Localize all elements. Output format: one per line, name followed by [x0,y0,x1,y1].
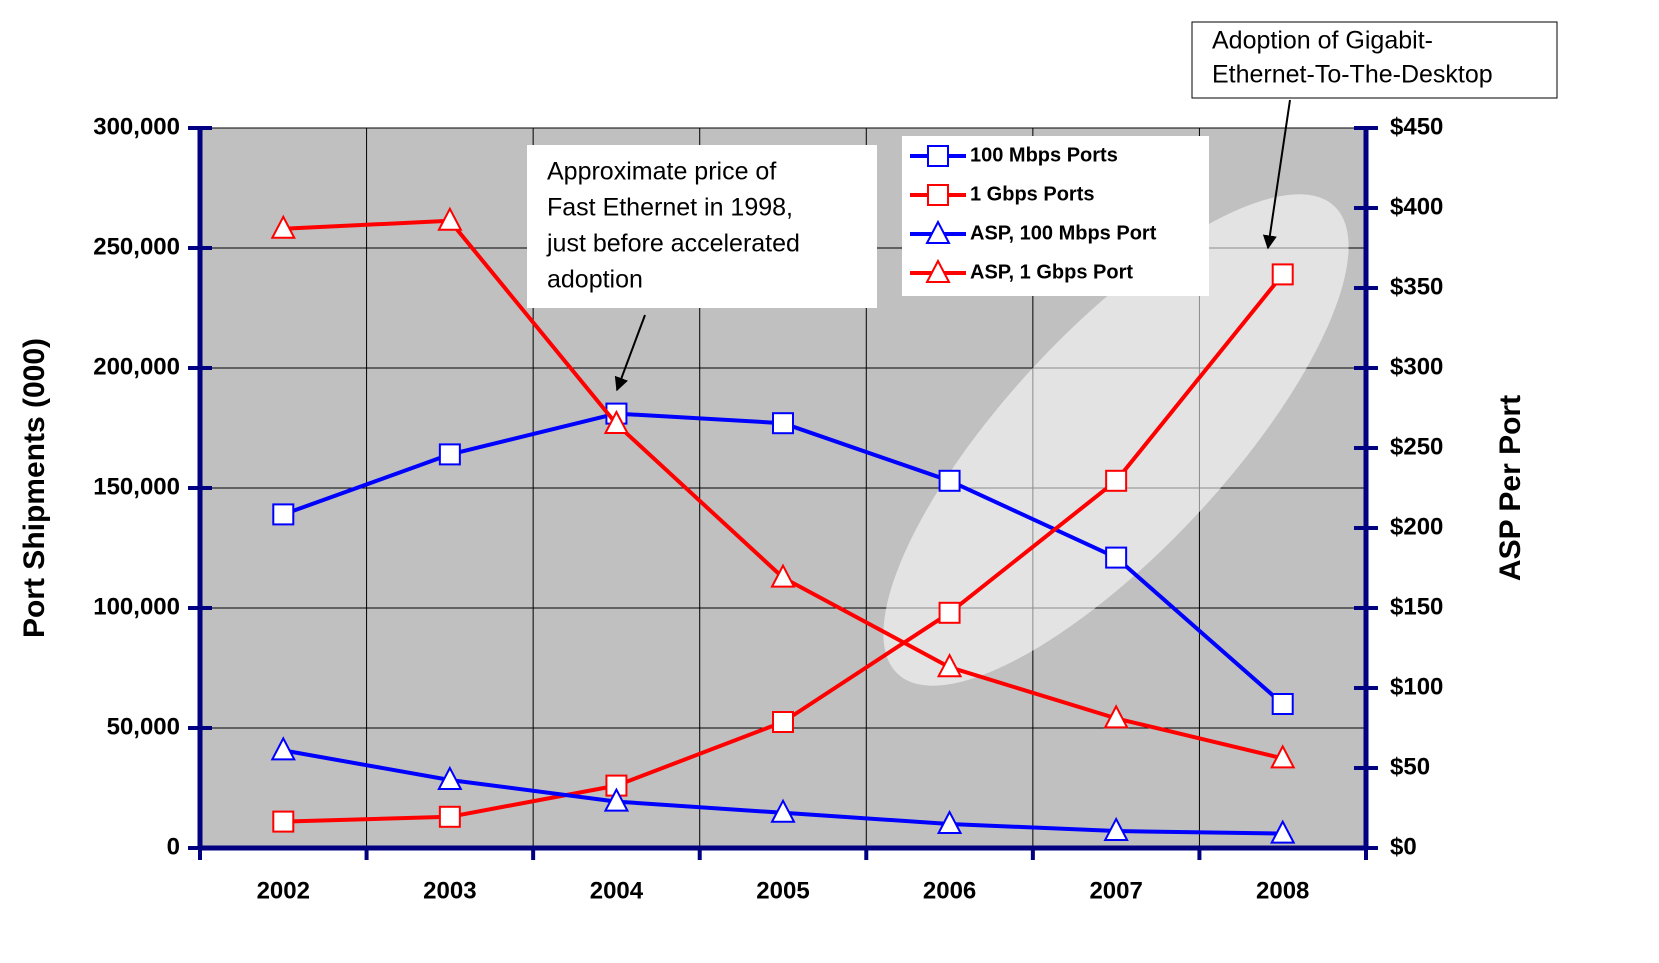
x-tick-label: 2008 [1256,877,1309,904]
data-point [1103,816,1129,842]
data-point [437,206,463,231]
data-point [936,809,963,834]
data-point [1105,546,1128,569]
data-point [272,810,295,833]
x-tick-label: 2006 [923,877,976,904]
y2-tick-label: $0 [1390,833,1417,860]
data-point [437,765,463,790]
y-tick-label: 50,000 [107,713,180,740]
data-point [770,563,796,588]
annotation-box [527,145,877,308]
legend [902,136,1209,296]
y2-tick-label: $450 [1390,113,1443,140]
data-point [1271,693,1294,715]
legend-marker [925,258,951,283]
x-tick-label: 2004 [590,877,644,904]
legend-label: ASP, 1 Gbps Port [970,261,1133,283]
x-tick-label: 2003 [423,877,476,904]
data-point [270,736,296,761]
legend-label: 100 Mbps Ports [970,144,1118,166]
y2-tick-label: $400 [1390,193,1443,220]
data-point [438,805,461,828]
legend-marker [927,184,949,206]
y2-axis-title: ASP Per Port [1494,395,1527,581]
annotation-text: adoption [547,266,643,294]
y-tick-label: 200,000 [93,353,180,380]
y-axis-title: Port Shipments (000) [18,338,51,638]
legend-marker [925,219,951,244]
data-point [272,503,295,526]
legend-marker [927,145,949,167]
y2-tick-label: $200 [1390,513,1443,540]
data-point [1270,744,1296,769]
annotation-text: Approximate price of [547,158,776,186]
annotation-text: Ethernet-To-The-Desktop [1212,61,1493,89]
data-point [938,601,961,624]
annotation-box [1191,21,1558,99]
y-tick-label: 0 [167,833,180,860]
data-point [936,653,963,678]
data-point [772,412,794,435]
y2-tick-label: $350 [1390,273,1443,300]
data-point [603,409,630,434]
x-tick-label: 2002 [257,877,310,904]
x-tick-label: 2007 [1089,877,1142,904]
annotation-text: Adoption of Gigabit- [1212,27,1433,55]
data-point [770,798,796,823]
y2-tick-label: $100 [1390,673,1443,700]
data-point [603,787,630,812]
data-point [1105,469,1128,492]
highlight [883,194,1349,686]
annotation-arrow [1262,99,1291,250]
legend-label: 1 Gbps Ports [970,183,1094,205]
y2-tick-label: $300 [1390,353,1443,380]
data-point [270,214,296,239]
y2-tick-label: $150 [1390,593,1443,620]
data-point [1103,704,1129,729]
y-tick-label: 150,000 [93,473,180,500]
annotation-text: just before accelerated [546,230,800,258]
data-point [938,469,961,492]
y2-tick-label: $50 [1390,753,1430,780]
x-tick-label: 2005 [756,877,809,904]
annotation-arrow [614,314,646,392]
data-point [438,443,461,466]
y-tick-label: 300,000 [93,113,180,140]
data-point [772,711,794,733]
annotation-text: Fast Ethernet in 1998, [547,194,793,222]
legend-label: ASP, 100 Mbps Port [970,222,1157,244]
data-point [1270,819,1296,844]
y-tick-label: 100,000 [93,593,180,620]
data-point [1271,263,1294,286]
y-tick-label: 250,000 [93,233,180,260]
y2-tick-label: $250 [1390,433,1443,460]
